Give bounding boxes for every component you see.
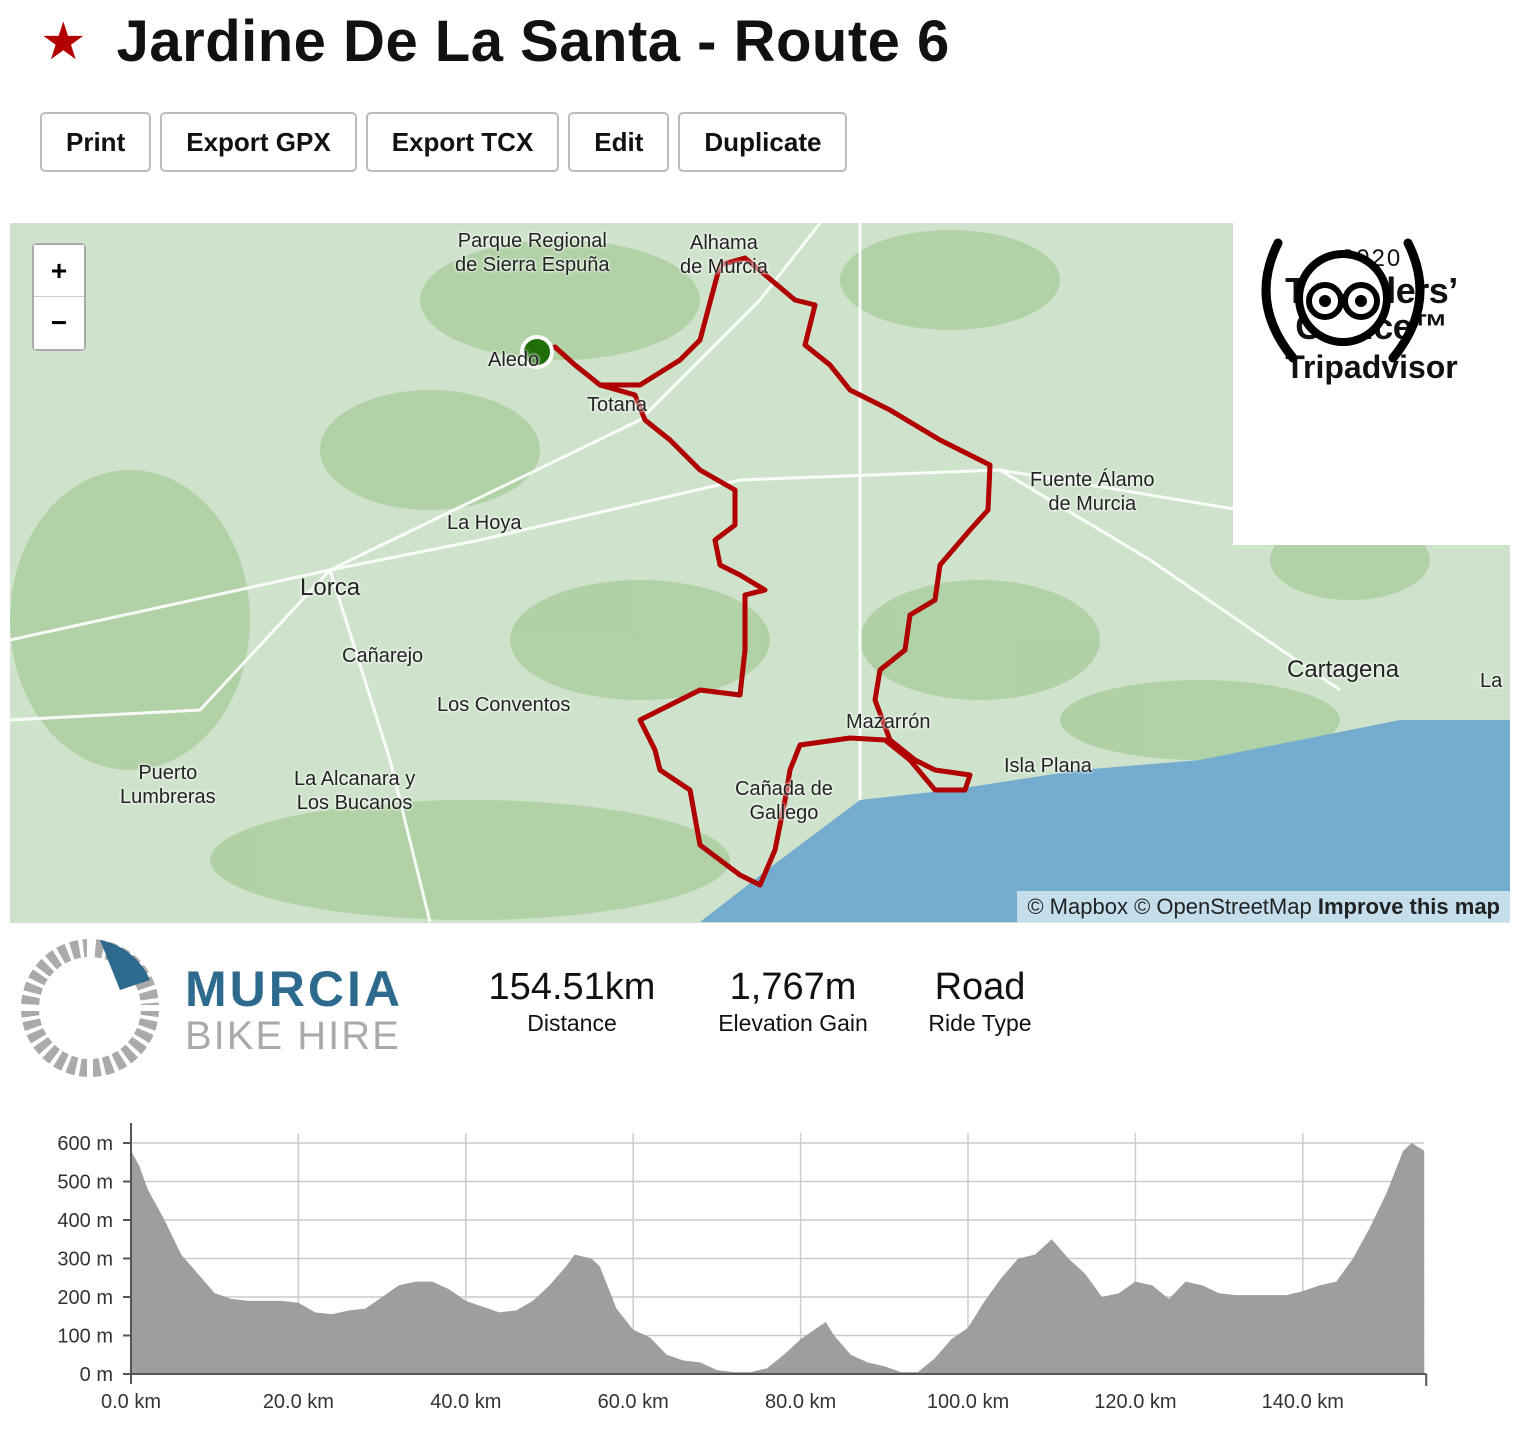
sea	[700, 720, 1510, 922]
map-label: Parque Regional de Sierra Espuña	[455, 230, 610, 276]
x-tick-label: 0.0 km	[101, 1391, 161, 1413]
y-tick-label: 600 m	[57, 1133, 113, 1155]
x-tick-label: 40.0 km	[430, 1391, 501, 1413]
route-map[interactable]: + − Parque Regional de Sierra Espuña Alh…	[10, 223, 1510, 923]
map-label: La Alcanara y Los Bucanos	[294, 768, 416, 814]
y-tick-label: 400 m	[57, 1210, 113, 1232]
mapbox-link[interactable]: © Mapbox	[1027, 894, 1128, 919]
osm-link[interactable]: © OpenStreetMap	[1134, 894, 1312, 919]
stat-label: Elevation Gain	[718, 1010, 868, 1036]
map-label: Cartagena	[1287, 656, 1400, 683]
y-tick-label: 200 m	[57, 1287, 113, 1309]
murcia-bike-hire-logo: MURCIA BIKE HIRE	[10, 930, 450, 1085]
map-label: Aledo	[488, 349, 540, 371]
x-tick-label: 80.0 km	[765, 1391, 836, 1413]
y-tick-label: 100 m	[57, 1326, 113, 1348]
stat-label: Distance	[527, 1010, 617, 1036]
stat-ride-type: Road Ride Type	[920, 968, 1040, 1037]
stat-distance: 154.51km Distance	[480, 968, 664, 1037]
map-label: Alhama de Murcia	[680, 232, 768, 278]
stat-value: Road	[934, 966, 1026, 1008]
map-label: La Hoya	[447, 512, 522, 534]
x-tick-label: 60.0 km	[598, 1391, 669, 1413]
page-header: ★ Jardine De La Santa - Route 6	[40, 8, 950, 75]
map-label: Cañarejo	[342, 645, 424, 667]
zoom-out-button[interactable]: −	[34, 297, 84, 349]
print-button[interactable]: Print	[40, 112, 152, 172]
y-tick-label: 500 m	[57, 1172, 113, 1194]
x-tick-label: 140.0 km	[1262, 1391, 1344, 1413]
page-title: Jardine De La Santa - Route 6	[116, 9, 950, 74]
export-gpx-button[interactable]: Export GPX	[160, 112, 357, 172]
tripadvisor-owl-icon	[1261, 238, 1425, 363]
edit-button[interactable]: Edit	[568, 112, 670, 172]
stat-value: 154.51km	[488, 966, 656, 1008]
start-marker[interactable]	[520, 335, 554, 369]
x-tick-label: 120.0 km	[1094, 1391, 1176, 1413]
stat-label: Ride Type	[928, 1010, 1032, 1036]
brand-line1: MURCIA	[185, 961, 403, 1017]
map-label: Totana	[587, 394, 648, 416]
gear-logo-icon	[15, 935, 165, 1080]
improve-map-link[interactable]: Improve this map	[1317, 894, 1500, 919]
map-label: La	[1480, 670, 1503, 692]
badge-brand: Tripadvisor	[1285, 349, 1458, 385]
toolbar: Print Export GPX Export TCX Edit Duplica…	[40, 112, 848, 172]
map-attribution: © Mapbox © OpenStreetMap Improve this ma…	[1017, 891, 1510, 923]
map-label: Mazarrón	[846, 711, 931, 733]
brand-line2: BIKE HIRE	[185, 1014, 401, 1058]
map-label: Puerto Lumbreras	[120, 762, 216, 808]
elevation-chart[interactable]: 0 m 100 m 200 m 300 m 400 m 500 m 600 m 0.0 km 2…	[0, 1110, 1522, 1439]
x-tick-label: 20.0 km	[263, 1391, 334, 1413]
zoom-in-button[interactable]: +	[34, 245, 84, 297]
route-line	[536, 255, 993, 888]
map-label: Cañada de Gallego	[735, 778, 833, 824]
export-tcx-button[interactable]: Export TCX	[365, 112, 560, 172]
map-label: Fuente Álamo de Murcia	[1030, 469, 1155, 515]
x-tick-label: 100.0 km	[927, 1391, 1009, 1413]
stat-value: 1,767m	[729, 966, 857, 1008]
map-label: Isla Plana	[1004, 755, 1092, 777]
tripadvisor-badge[interactable]: 2020 Travellers’ Choice™ Tripadvisor	[1233, 223, 1510, 545]
stat-elevation: 1,767m Elevation Gain	[705, 968, 881, 1037]
y-tick-label: 300 m	[57, 1249, 113, 1271]
elevation-area	[131, 1143, 1425, 1374]
duplicate-button[interactable]: Duplicate	[678, 112, 848, 172]
map-label: Los Conventos	[437, 694, 571, 716]
map-label: Lorca	[300, 574, 361, 601]
y-tick-label: 0 m	[80, 1364, 113, 1386]
star-icon[interactable]: ★	[40, 12, 87, 71]
zoom-control: + −	[32, 243, 86, 351]
